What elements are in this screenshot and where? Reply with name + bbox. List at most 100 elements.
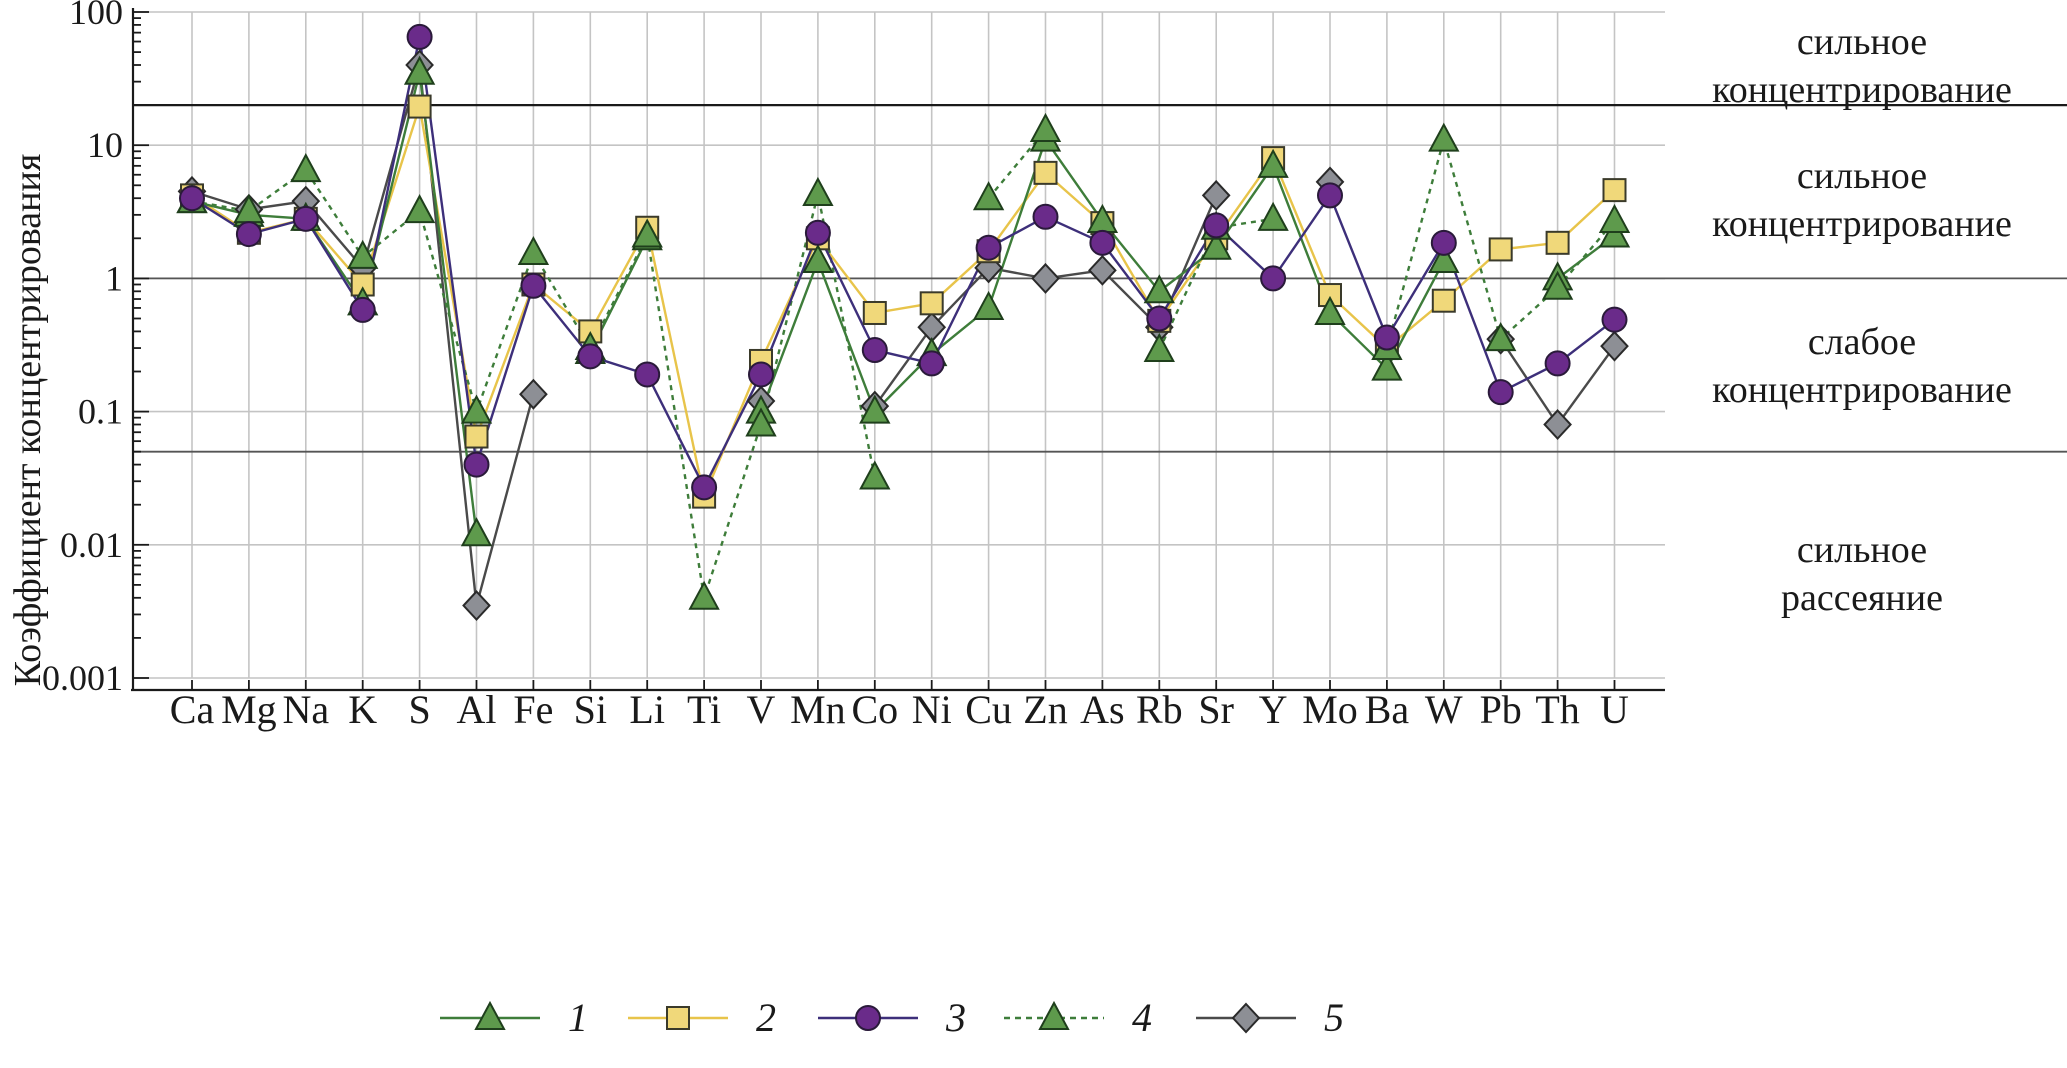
data-point <box>1200 230 1232 260</box>
x-tick-label: Zn <box>1023 687 1067 732</box>
zone-label: концентрирование <box>1712 203 2012 245</box>
data-point <box>1201 179 1231 211</box>
legend-item-2: 2 <box>628 995 776 1040</box>
data-point <box>460 517 493 547</box>
data-point <box>1089 229 1116 256</box>
series-4 <box>191 129 1616 599</box>
zone-labels: сильное концентрирование сильное концентрир… <box>1712 21 2012 619</box>
data-point <box>1088 254 1117 286</box>
series-5-markers <box>177 49 1629 621</box>
data-point <box>462 590 491 621</box>
data-point <box>691 474 718 501</box>
data-point <box>1488 237 1513 262</box>
x-tick-label: Mg <box>221 687 277 732</box>
data-point <box>802 176 834 207</box>
data-point <box>1541 270 1574 300</box>
data-point <box>349 296 376 323</box>
zone-label: концентрирование <box>1712 369 2012 411</box>
data-point <box>859 460 891 490</box>
data-point <box>347 239 379 269</box>
x-tick-label: Mo <box>1302 687 1358 732</box>
legend-item-4: 4 <box>1004 995 1152 1040</box>
data-point <box>577 343 604 370</box>
data-point <box>290 153 322 183</box>
x-tick-label: Rb <box>1136 687 1183 732</box>
y-tick-label: 10 <box>87 125 123 165</box>
data-point <box>1373 324 1400 351</box>
data-point <box>861 337 888 364</box>
data-point <box>919 291 944 316</box>
x-tick-label: U <box>1600 687 1629 732</box>
data-point <box>1203 212 1230 239</box>
legend-marker <box>474 1000 506 1030</box>
x-tick-label: K <box>348 687 377 732</box>
data-point <box>1544 350 1571 377</box>
data-point <box>460 394 493 424</box>
data-point <box>1602 178 1627 203</box>
x-tick-labels: Ca Mg Na K S Al Fe Si Li Ti V Mn Co Ni Cu Zn As Rb Sr Y Mo Ba… <box>170 687 1629 732</box>
legend-marker <box>666 1006 690 1030</box>
data-point <box>1314 295 1346 325</box>
y-tick-label: 0.01 <box>60 525 123 565</box>
series-2 <box>191 106 1616 501</box>
data-point <box>1143 274 1175 304</box>
x-tick-label: V <box>747 687 776 732</box>
data-point <box>1428 243 1460 274</box>
data-point <box>1598 203 1631 233</box>
y-tick-label: 100 <box>69 0 123 32</box>
series-line <box>191 106 1616 501</box>
data-point <box>748 361 774 388</box>
legend-label: 2 <box>756 995 776 1040</box>
data-point <box>1485 322 1517 352</box>
x-tick-label: Al <box>457 687 497 732</box>
zone-label: сильное <box>1797 529 1927 571</box>
x-tick-label: Sr <box>1198 687 1234 732</box>
data-point <box>1428 122 1460 152</box>
y-tick-labels: 0.001 0.01 0.1 1 10 100 <box>42 0 123 698</box>
data-point <box>1431 288 1456 313</box>
data-point <box>1545 230 1570 255</box>
data-point <box>859 394 891 424</box>
data-point <box>1146 305 1173 332</box>
data-point <box>1600 330 1629 362</box>
legend-marker <box>1038 1000 1070 1030</box>
legend-label: 3 <box>945 995 966 1040</box>
data-point <box>1143 332 1175 363</box>
x-tick-label: Na <box>282 687 329 732</box>
data-point <box>407 94 432 119</box>
x-tick-label: Li <box>629 687 665 732</box>
data-point <box>918 350 945 377</box>
axes <box>131 8 1665 692</box>
series-1 <box>191 72 1616 535</box>
legend-item-1: 1 <box>440 995 588 1040</box>
x-tick-label: As <box>1080 687 1124 732</box>
x-tick-label: Th <box>1535 687 1579 732</box>
x-tick-label: Ba <box>1365 687 1410 732</box>
data-point <box>1601 306 1628 333</box>
data-point <box>1257 201 1289 231</box>
legend-item-5: 5 <box>1196 995 1344 1040</box>
zone-label: рассеяние <box>1781 577 1943 619</box>
data-point <box>1371 351 1403 381</box>
x-tick-label: Ni <box>912 687 952 732</box>
data-point <box>406 23 433 50</box>
data-point <box>972 181 1005 211</box>
data-point <box>634 361 661 388</box>
x-tick-label: Co <box>851 687 898 732</box>
x-tick-label: W <box>1425 687 1463 732</box>
data-point <box>1033 160 1058 185</box>
zone-label: концентрирование <box>1712 69 2012 111</box>
zone-label: сильное <box>1797 21 1927 63</box>
data-point <box>292 205 319 232</box>
data-point <box>1260 265 1287 292</box>
data-series <box>176 23 1631 621</box>
data-point <box>1543 409 1572 440</box>
legend-label: 4 <box>1132 995 1152 1040</box>
y-tick-label: 0.001 <box>42 658 123 698</box>
series-4-markers <box>176 112 1631 610</box>
data-point <box>520 272 547 299</box>
legend-marker <box>1231 1002 1261 1034</box>
data-point <box>745 407 777 437</box>
data-point <box>517 235 550 266</box>
